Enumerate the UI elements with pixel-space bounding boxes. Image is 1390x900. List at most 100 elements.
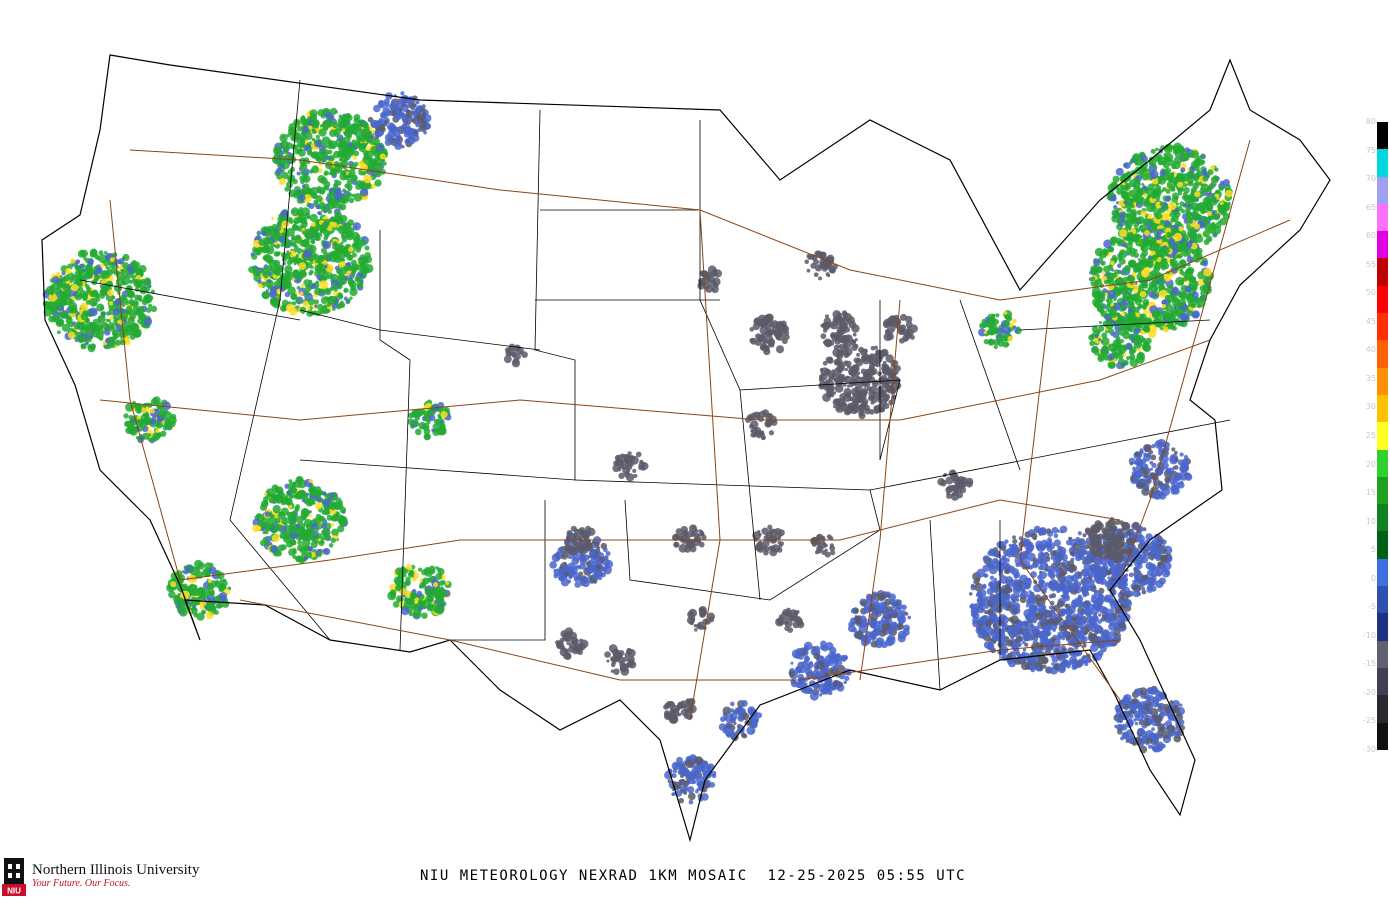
radar-echo: [330, 250, 336, 256]
radar-echo: [390, 593, 395, 599]
radar-echo: [308, 202, 315, 210]
radar-echo: [1103, 249, 1109, 256]
radar-echo: [271, 529, 276, 534]
radar-echo: [317, 175, 326, 184]
radar-echo: [85, 325, 93, 333]
radar-echo: [1214, 167, 1219, 172]
radar-echo: [1078, 618, 1087, 626]
radar-echo: [1109, 309, 1118, 318]
radar-echo: [1177, 245, 1183, 251]
radar-echo: [105, 337, 111, 344]
radar-echo: [349, 124, 359, 134]
radar-echo: [1071, 599, 1077, 605]
radar-echo: [1090, 625, 1097, 633]
radar-echo: [206, 607, 210, 611]
radar-echo: [351, 252, 357, 258]
radar-echo: [334, 179, 339, 184]
radar-echo: [1113, 297, 1117, 302]
radar-echo: [285, 532, 290, 537]
radar-echo: [303, 249, 312, 259]
radar-echo: [1100, 347, 1110, 357]
radar-echo: [342, 136, 351, 145]
radar-echo: [1196, 247, 1203, 254]
radar-echo: [1193, 223, 1200, 230]
radar-echo: [1138, 224, 1147, 232]
radar-echo: [75, 294, 80, 299]
radar-echo: [141, 435, 145, 440]
radar-echo: [206, 583, 214, 591]
radar-echo: [323, 172, 328, 176]
radar-echo: [1090, 643, 1099, 652]
radar-echo: [281, 209, 289, 218]
radar-echo: [357, 119, 362, 124]
radar-echo: [146, 307, 152, 313]
radar-echo: [310, 226, 315, 231]
radar-echo: [364, 150, 374, 160]
radar-echo: [321, 136, 331, 145]
radar-echo: [1181, 173, 1190, 182]
radar-echo: [422, 577, 430, 585]
radar-echo: [1171, 289, 1176, 294]
radar-echo: [1040, 656, 1049, 665]
radar-echo: [278, 155, 287, 165]
radar-echo: [77, 269, 84, 275]
radar-echo: [85, 341, 89, 345]
radar-echo: [1036, 543, 1046, 552]
radar-echo: [1202, 175, 1209, 182]
radar-echo: [210, 604, 216, 610]
radar-echo: [1140, 210, 1147, 217]
radar-echo: [1177, 298, 1187, 307]
radar-echo: [55, 319, 64, 328]
radar-echo: [279, 277, 287, 285]
radar-echo: [339, 506, 346, 514]
radar-echo: [1193, 304, 1197, 308]
radar-echo: [155, 428, 160, 433]
radar-echo: [265, 279, 274, 289]
radar-echo: [354, 145, 358, 150]
radar-echo: [431, 428, 435, 432]
radar-echo: [1126, 296, 1131, 302]
radar-echo: [214, 579, 220, 585]
radar-echo: [103, 259, 110, 267]
radar-echo: [329, 118, 334, 123]
radar-echo: [361, 121, 369, 129]
radar-echo: [293, 508, 299, 513]
radar-echo: [434, 604, 443, 613]
radar-echo: [1029, 656, 1037, 664]
radar-echo: [57, 311, 62, 316]
radar-echo: [300, 283, 305, 288]
radar-echo: [266, 265, 273, 272]
radar-echo: [423, 404, 430, 411]
radar-echo: [346, 192, 353, 198]
radar-echo: [162, 401, 171, 411]
radar-echo: [103, 250, 108, 255]
radar-echo: [1164, 196, 1171, 202]
radar-echo: [1209, 165, 1216, 171]
radar-echo: [252, 524, 261, 533]
radar-echo: [335, 247, 343, 256]
radar-echo: [1133, 195, 1139, 201]
radar-echo: [1030, 571, 1037, 578]
radar-echo: [360, 267, 367, 274]
radar-echo: [971, 604, 980, 613]
radar-echo: [414, 415, 420, 421]
radar-echo: [126, 305, 133, 312]
radar-echo: [262, 531, 266, 535]
radar-echo: [276, 283, 280, 287]
radar-echo: [62, 311, 66, 315]
radar-echo: [350, 259, 357, 266]
radar-echo: [1159, 170, 1166, 177]
radar-echo: [363, 174, 372, 184]
radar-echo: [1077, 531, 1082, 536]
radar-echo: [374, 162, 383, 171]
radar-echo: [1141, 342, 1148, 349]
radar-echo: [1136, 261, 1142, 267]
radar-echo: [310, 238, 316, 244]
radar-echo: [1089, 340, 1095, 347]
radar-echo: [339, 173, 347, 181]
radar-echo: [338, 500, 343, 505]
radar-echo: [319, 274, 326, 281]
radar-echo: [288, 189, 297, 198]
radar-echo: [82, 297, 87, 302]
radar-echo: [88, 307, 98, 317]
